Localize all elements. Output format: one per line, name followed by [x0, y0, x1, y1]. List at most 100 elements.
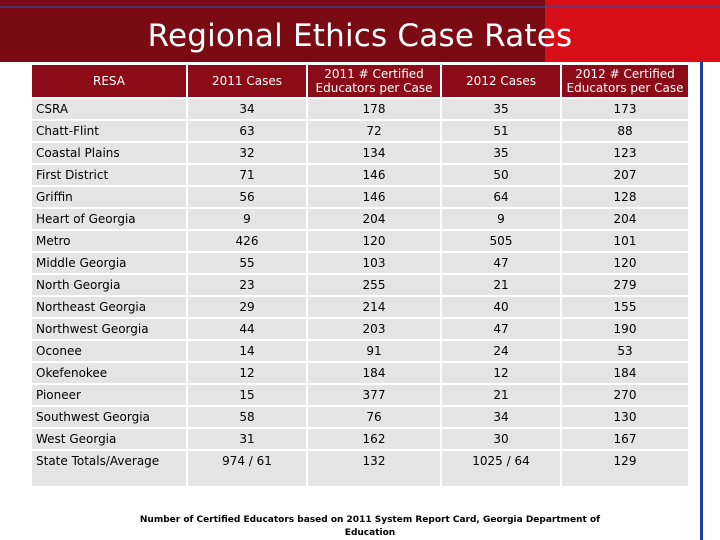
- cell-resa-name: CSRA: [32, 99, 186, 119]
- cell-educators-per-case-2011: 146: [308, 165, 440, 185]
- cell-cases-2012: 51: [442, 121, 560, 141]
- cell-cases-2012: 47: [442, 253, 560, 273]
- cell-resa-name: Northeast Georgia: [32, 297, 186, 317]
- cell-cases-2012: 30: [442, 429, 560, 449]
- background-blue-band: [0, 6, 720, 8]
- cell-cases-2012: 12: [442, 363, 560, 383]
- cell-cases-2011: 56: [188, 187, 306, 207]
- table-row: Griffin 56 146 64 128: [32, 187, 688, 207]
- ethics-table-container: RESA 2011 Cases 2011 # Certified Educato…: [30, 63, 688, 488]
- cell-resa-name: Coastal Plains: [32, 143, 186, 163]
- cell-educators-per-case-2011: 162: [308, 429, 440, 449]
- header-resa: RESA: [32, 65, 186, 97]
- table-row: Middle Georgia 55 103 47 120: [32, 253, 688, 273]
- cell-educators-per-case-2011: 134: [308, 143, 440, 163]
- header-2011-educators-per-case: 2011 # Certified Educators per Case: [308, 65, 440, 97]
- cell-educators-per-case-2012: 123: [562, 143, 688, 163]
- header-2011-cases: 2011 Cases: [188, 65, 306, 97]
- cell-cases-2012: 50: [442, 165, 560, 185]
- cell-educators-per-case-2011: 120: [308, 231, 440, 251]
- header-2012-educators-per-case: 2012 # Certified Educators per Case: [562, 65, 688, 97]
- cell-cases-2012: 21: [442, 385, 560, 405]
- cell-cases-2011: 71: [188, 165, 306, 185]
- cell-educators-per-case-2011: 203: [308, 319, 440, 339]
- cell-resa-name: Pioneer: [32, 385, 186, 405]
- cell-educators-per-case-2011: 178: [308, 99, 440, 119]
- cell-educators-per-case-2012: 128: [562, 187, 688, 207]
- cell-cases-2011: 31: [188, 429, 306, 449]
- cell-cases-2012: 35: [442, 99, 560, 119]
- cell-resa-name: Northwest Georgia: [32, 319, 186, 339]
- cell-educators-per-case-2011: 377: [308, 385, 440, 405]
- ethics-table: RESA 2011 Cases 2011 # Certified Educato…: [30, 63, 690, 488]
- footnote: Number of Certified Educators based on 2…: [139, 515, 601, 538]
- table-row: Metro 426 120 505 101: [32, 231, 688, 251]
- cell-educators-per-case-2011: 255: [308, 275, 440, 295]
- cell-cases-2011: 44: [188, 319, 306, 339]
- cell-resa-name: North Georgia: [32, 275, 186, 295]
- cell-resa-name: Metro: [32, 231, 186, 251]
- cell-cases-2012: 47: [442, 319, 560, 339]
- cell-cases-2011: 426: [188, 231, 306, 251]
- cell-educators-per-case-2012: 270: [562, 385, 688, 405]
- slide-title: Regional Ethics Case Rates: [147, 18, 573, 54]
- cell-cases-2011: 12: [188, 363, 306, 383]
- cell-educators-per-case-2012: 204: [562, 209, 688, 229]
- cell-resa-name: First District: [32, 165, 186, 185]
- table-row: CSRA 34 178 35 173: [32, 99, 688, 119]
- cell-cases-2011: 14: [188, 341, 306, 361]
- cell-cases-2011: 23: [188, 275, 306, 295]
- cell-cases-2011: 15: [188, 385, 306, 405]
- table-row: Heart of Georgia 9 204 9 204: [32, 209, 688, 229]
- cell-resa-name: Heart of Georgia: [32, 209, 186, 229]
- cell-educators-per-case-2012: 207: [562, 165, 688, 185]
- cell-cases-2012: 21: [442, 275, 560, 295]
- header-2012-cases: 2012 Cases: [442, 65, 560, 97]
- table-row: Northeast Georgia 29 214 40 155: [32, 297, 688, 317]
- table-row: Northwest Georgia 44 203 47 190: [32, 319, 688, 339]
- cell-resa-name: Griffin: [32, 187, 186, 207]
- cell-educators-per-case-2011: 204: [308, 209, 440, 229]
- cell-educators-per-case-2011: 72: [308, 121, 440, 141]
- cell-cases-2011: 32: [188, 143, 306, 163]
- cell-cases-2011: 55: [188, 253, 306, 273]
- table-row: Okefenokee 12 184 12 184: [32, 363, 688, 383]
- cell-educators-per-case-2012: 129: [562, 451, 688, 486]
- cell-cases-2011: 29: [188, 297, 306, 317]
- cell-educators-per-case-2011: 103: [308, 253, 440, 273]
- cell-educators-per-case-2012: 167: [562, 429, 688, 449]
- cell-resa-name: Middle Georgia: [32, 253, 186, 273]
- cell-cases-2012: 1025 / 64: [442, 451, 560, 486]
- table-row: Southwest Georgia 58 76 34 130: [32, 407, 688, 427]
- cell-educators-per-case-2012: 155: [562, 297, 688, 317]
- cell-educators-per-case-2011: 214: [308, 297, 440, 317]
- cell-cases-2011: 58: [188, 407, 306, 427]
- table-row: Chatt-Flint 63 72 51 88: [32, 121, 688, 141]
- cell-cases-2012: 34: [442, 407, 560, 427]
- cell-resa-name: Chatt-Flint: [32, 121, 186, 141]
- cell-educators-per-case-2012: 101: [562, 231, 688, 251]
- cell-cases-2011: 63: [188, 121, 306, 141]
- cell-educators-per-case-2012: 173: [562, 99, 688, 119]
- cell-educators-per-case-2011: 146: [308, 187, 440, 207]
- table-row: Oconee 14 91 24 53: [32, 341, 688, 361]
- cell-resa-name: Oconee: [32, 341, 186, 361]
- cell-educators-per-case-2012: 53: [562, 341, 688, 361]
- cell-educators-per-case-2011: 76: [308, 407, 440, 427]
- cell-cases-2012: 64: [442, 187, 560, 207]
- cell-cases-2011: 34: [188, 99, 306, 119]
- cell-cases-2012: 505: [442, 231, 560, 251]
- cell-educators-per-case-2012: 130: [562, 407, 688, 427]
- cell-cases-2012: 24: [442, 341, 560, 361]
- cell-educators-per-case-2011: 91: [308, 341, 440, 361]
- cell-cases-2011: 9: [188, 209, 306, 229]
- table-row: West Georgia 31 162 30 167: [32, 429, 688, 449]
- cell-educators-per-case-2011: 132: [308, 451, 440, 486]
- background-red-corner: [545, 0, 720, 62]
- ethics-table-body: RESA 2011 Cases 2011 # Certified Educato…: [32, 65, 688, 486]
- cell-educators-per-case-2012: 184: [562, 363, 688, 383]
- table-row: State Totals/Average 974 / 61 132 1025 / 64…: [32, 451, 688, 486]
- cell-cases-2012: 40: [442, 297, 560, 317]
- table-row: Pioneer 15 377 21 270: [32, 385, 688, 405]
- cell-cases-2012: 35: [442, 143, 560, 163]
